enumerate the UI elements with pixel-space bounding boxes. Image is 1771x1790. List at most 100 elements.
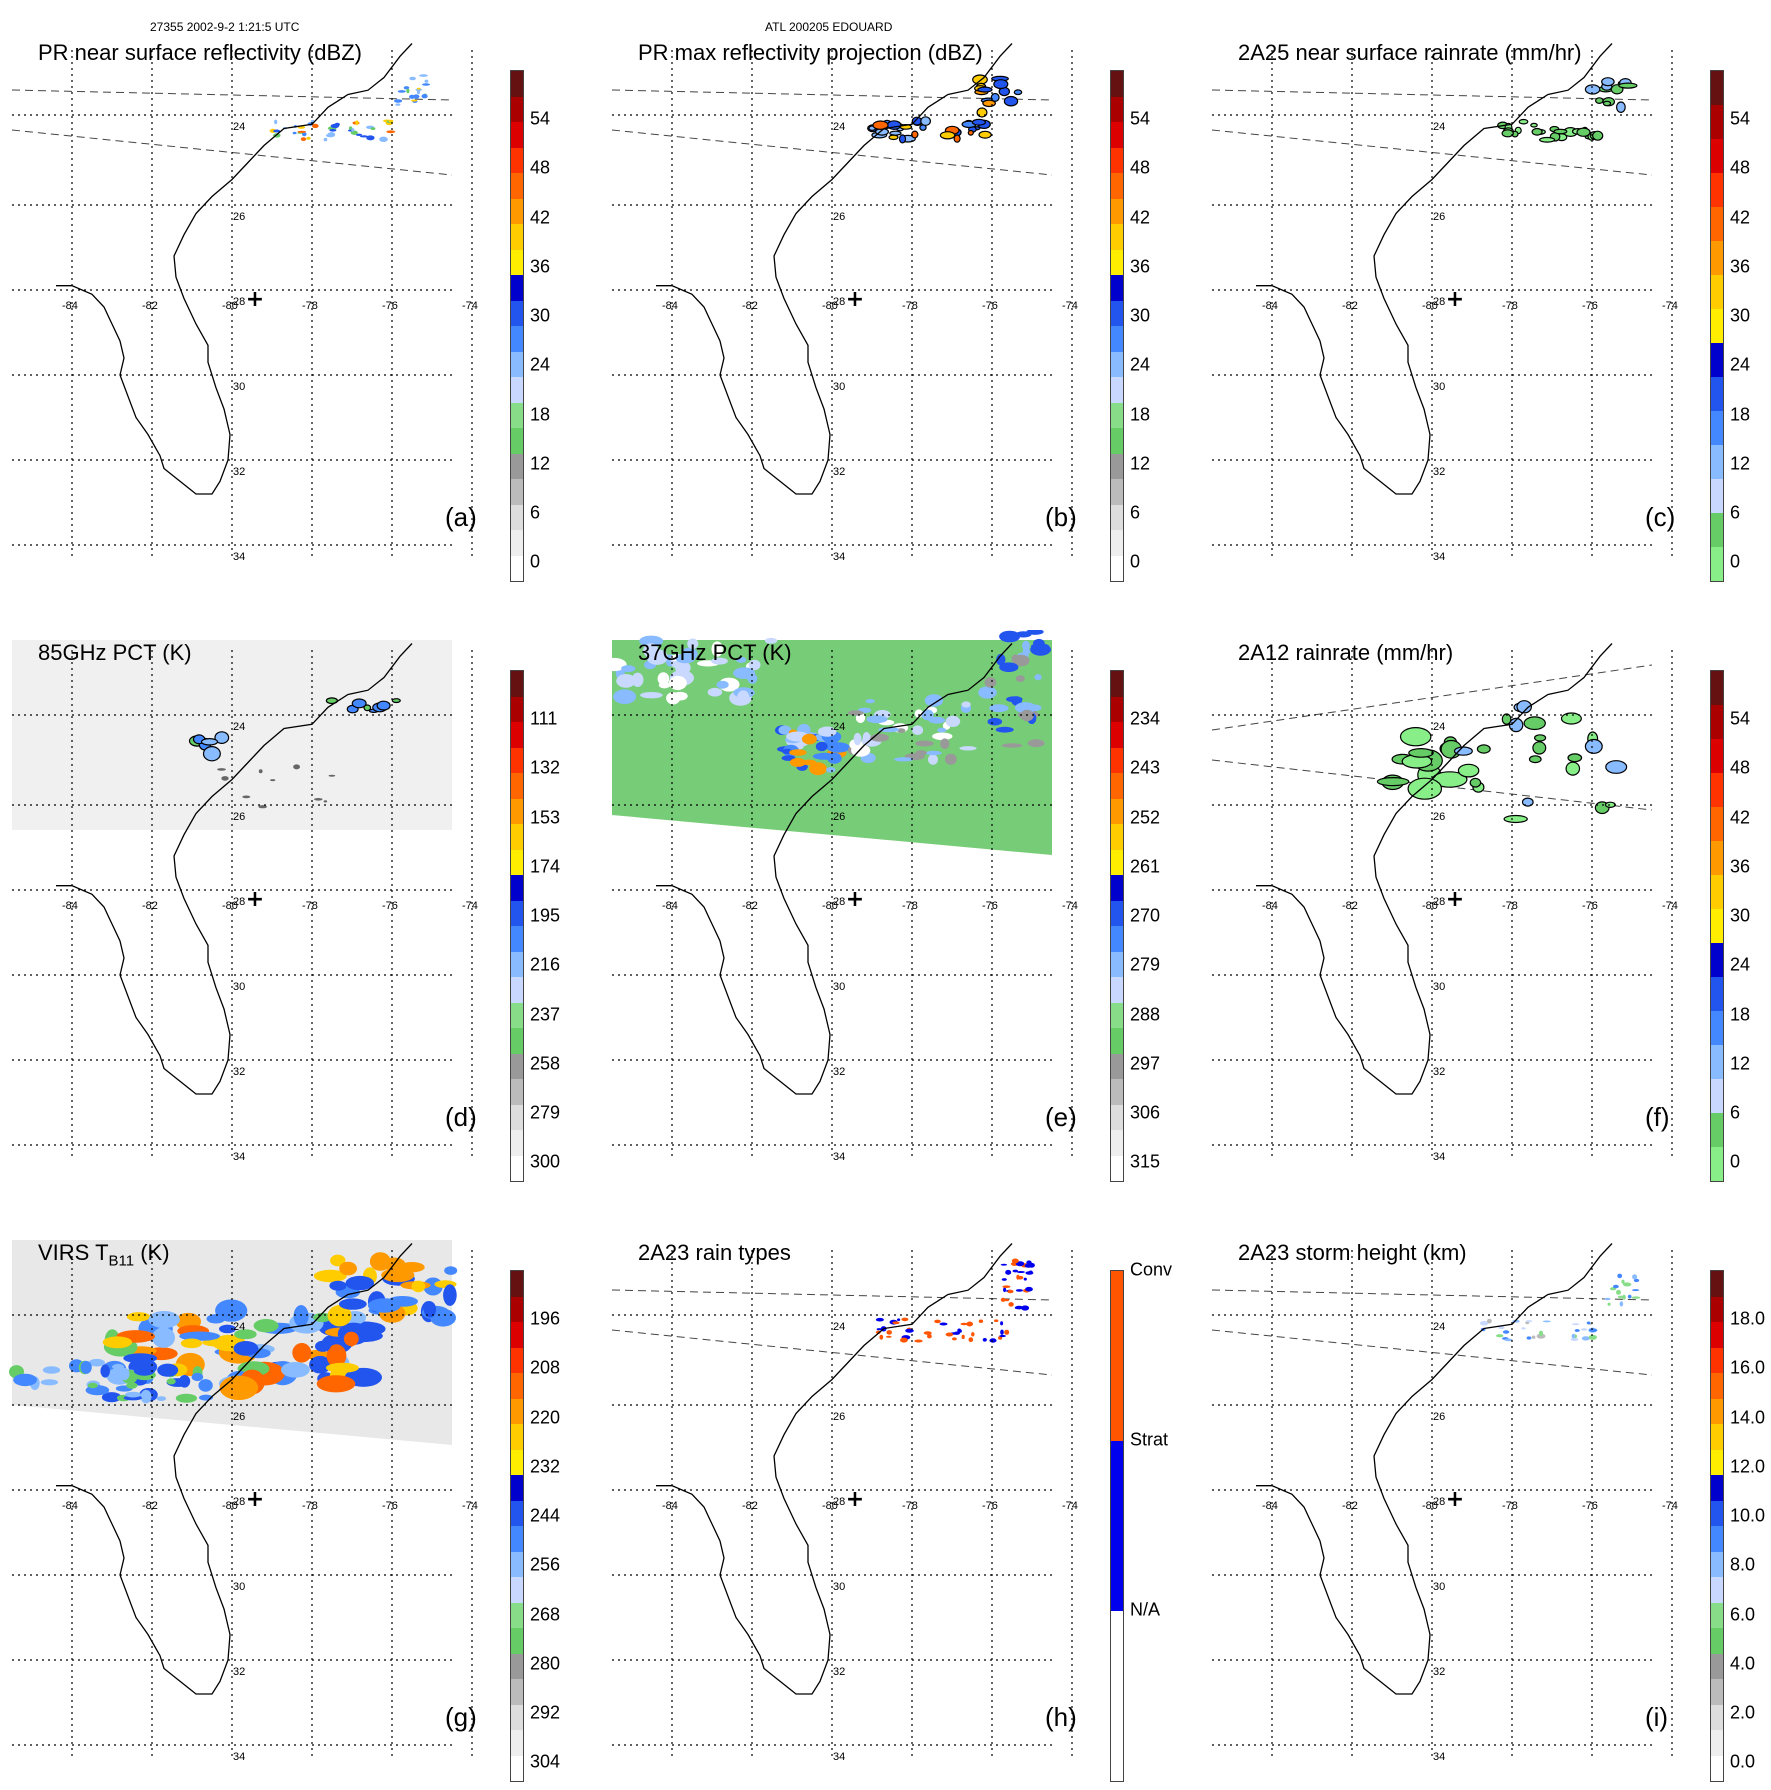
colorbar-segment [511, 824, 523, 850]
precip-cell [711, 641, 723, 657]
colorbar-segment [1711, 1653, 1723, 1679]
colorbar-tick-label: 30 [1730, 905, 1751, 926]
panel-title: 2A12 rainrate (mm/hr) [1238, 640, 1454, 665]
precip-cell [323, 137, 328, 142]
colorbar-segment [511, 722, 523, 748]
colorbar-segment [1711, 943, 1723, 977]
colorbar-segment [1111, 402, 1123, 428]
precip-cell [202, 745, 221, 762]
colorbar-tick-label: 0.0 [1730, 1751, 1756, 1772]
panel-label: (f) [1645, 1102, 1670, 1132]
colorbar-segment [511, 1679, 523, 1705]
precip-cell [924, 694, 944, 707]
map-panel-d: +34 32 30 28 26 24 -84 -82 -80 -78 -76 -74 85GHz PCT… [0, 630, 560, 1190]
longitude-label: -74 [1662, 1500, 1678, 1512]
precip-cell [809, 762, 827, 776]
precip-cell [901, 1317, 909, 1322]
precip-cell [928, 716, 946, 724]
longitude-label: -74 [1662, 300, 1678, 312]
longitude-label: -84 [662, 900, 678, 912]
colorbar-tick-label: 280 [530, 1653, 561, 1674]
precip-cell [281, 1362, 310, 1378]
latitude-label: 30 [833, 981, 846, 993]
colorbar-tick-label: 36 [1130, 256, 1151, 277]
precip-cell [219, 1324, 236, 1334]
precip-cell [1576, 127, 1591, 137]
colorbar-segment [1111, 773, 1123, 799]
precip-cell [1581, 1336, 1590, 1341]
colorbar-tick-label: 48 [1730, 157, 1751, 178]
colorbar-segment [1111, 1002, 1123, 1028]
colorbar-segment [511, 1002, 523, 1028]
panel-title: PR max reflectivity projection (dBZ) [638, 40, 983, 65]
colorbar-segment [1111, 300, 1123, 326]
colorbar-segment [1711, 1113, 1723, 1147]
precip-cell [258, 769, 263, 774]
map-panel-g: +34 32 30 28 26 24 -84 -82 -80 -78 -76 -74 VIRS TB11… [0, 1230, 560, 1790]
colorbar-segment [1111, 173, 1123, 199]
precip-cell [381, 1268, 415, 1283]
precip-cell [939, 131, 956, 140]
precip-cell [934, 1319, 941, 1324]
colorbar-segment [1711, 547, 1723, 581]
colorbar-segment [511, 1577, 523, 1603]
precip-cell [386, 130, 396, 134]
coastline [56, 643, 413, 1095]
latitude-label: 32 [1433, 1066, 1446, 1078]
colorbar-segment [511, 1755, 523, 1781]
colorbar-tick-label: 220 [530, 1407, 561, 1428]
precip-cell [233, 1341, 259, 1356]
precip-cell [1530, 122, 1538, 128]
precip-cell [234, 1329, 257, 1340]
colorbar-segment [1111, 96, 1123, 122]
colorbar-tick-label: 232 [530, 1456, 561, 1477]
map-panel-c: +34 32 30 28 26 24 -84 -82 -80 -78 -76 -74 2A25 near… [1200, 30, 1760, 590]
precip-cell [313, 1269, 347, 1283]
colorbar-segment [1711, 1045, 1723, 1079]
storm-center-icon: + [846, 287, 864, 312]
precip-cell [125, 1391, 142, 1398]
precip-cell [826, 742, 850, 753]
longitude-label: -76 [982, 1500, 998, 1512]
precip-cell [1571, 1323, 1580, 1326]
colorbar-segment [511, 1449, 523, 1475]
colorbar-segment [511, 479, 523, 505]
colorbar-segment [1711, 207, 1723, 241]
longitude-label: -80 [1422, 900, 1438, 912]
colorbar-segment [1111, 275, 1123, 301]
colorbar-tick-label: 6 [1130, 502, 1141, 523]
precip-cell [675, 653, 695, 664]
colorbar-segment [511, 555, 523, 581]
precip-cell [976, 107, 988, 118]
precip-cell [1408, 747, 1434, 758]
precip-cell [1627, 1294, 1632, 1299]
precip-cell [88, 1358, 106, 1367]
panel-title: VIRS TB11 (K) [38, 1240, 170, 1269]
storm-center-icon: + [846, 887, 864, 912]
precip-cell [1000, 1263, 1008, 1266]
precip-cell [945, 1332, 954, 1337]
storm-center-icon: + [1446, 1487, 1464, 1512]
coastline [56, 43, 413, 495]
precip-cell [179, 1331, 221, 1341]
colorbar-segment [511, 900, 523, 926]
colorbar-segment [511, 773, 523, 799]
longitude-label: -82 [142, 300, 158, 312]
longitude-label: -82 [742, 300, 758, 312]
precip-cell [191, 1372, 204, 1382]
precip-cell [343, 1331, 359, 1347]
colorbar-segment [1111, 326, 1123, 352]
latitude-label: 24 [833, 1321, 846, 1333]
colorbar-segment [1711, 71, 1723, 105]
precip-cell [416, 87, 421, 90]
precip-cell [1584, 738, 1603, 754]
colorbar-segment [1111, 1053, 1123, 1079]
colorbar-segment [511, 453, 523, 479]
swath-edge [611, 1289, 1053, 1301]
latitude-label: 26 [233, 211, 246, 223]
colorbar-segment [1711, 173, 1723, 207]
precip-cell [214, 731, 230, 744]
precip-cell [123, 1353, 158, 1364]
panel-title: PR near surface reflectivity (dBZ) [38, 40, 362, 65]
colorbar-segment [1711, 377, 1723, 411]
